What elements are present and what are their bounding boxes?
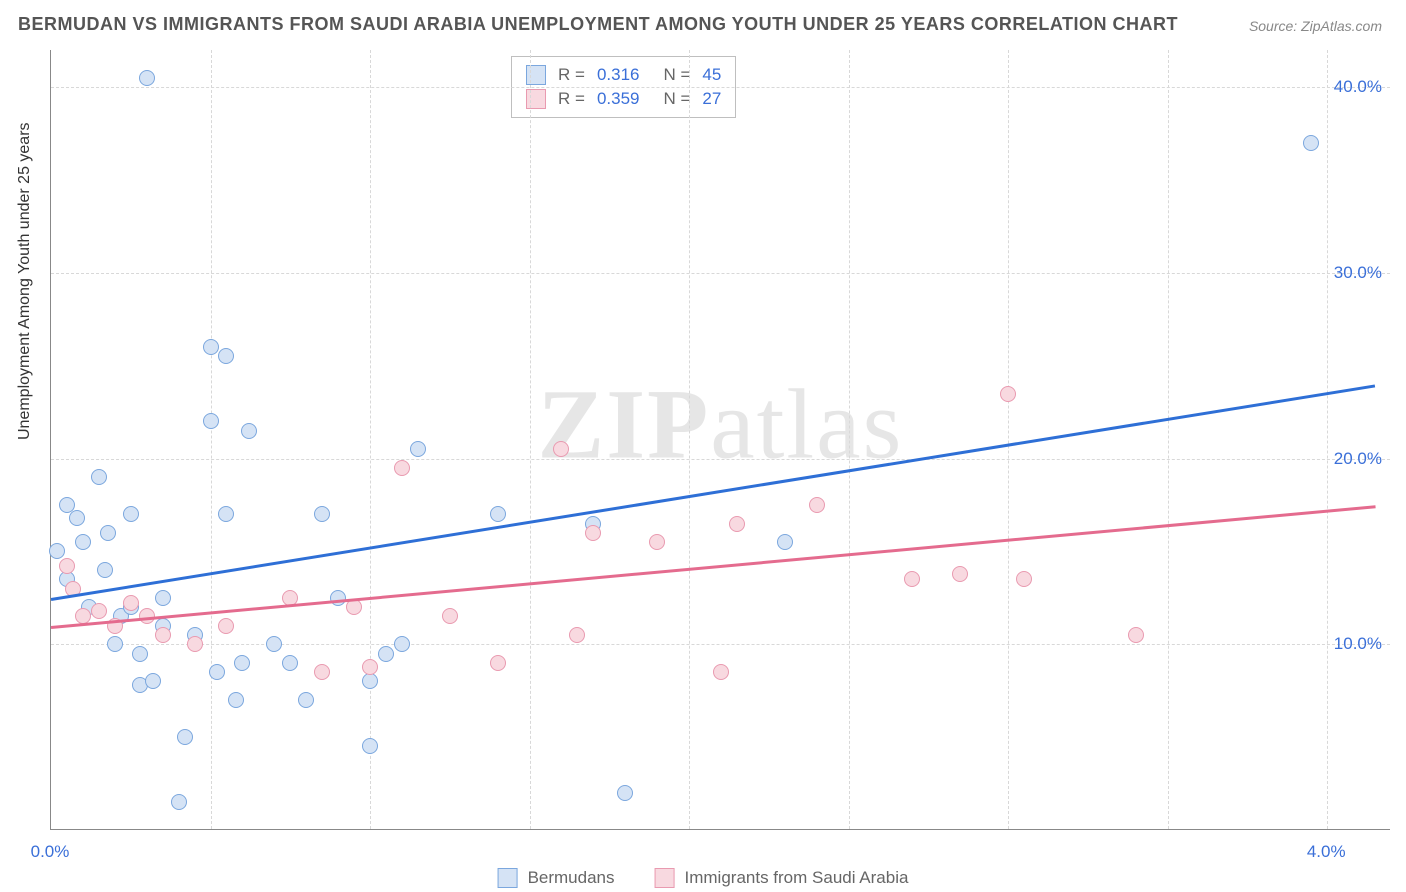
scatter-point	[1303, 135, 1319, 151]
legend-swatch	[498, 868, 518, 888]
scatter-point	[346, 599, 362, 615]
scatter-point	[69, 510, 85, 526]
gridline-horizontal	[51, 87, 1390, 88]
scatter-point	[155, 590, 171, 606]
x-tick-label: 0.0%	[31, 842, 70, 862]
scatter-point	[298, 692, 314, 708]
scatter-point	[585, 525, 601, 541]
scatter-point	[1000, 386, 1016, 402]
scatter-point	[155, 627, 171, 643]
scatter-point	[91, 469, 107, 485]
scatter-point	[378, 646, 394, 662]
scatter-point	[362, 673, 378, 689]
stat-n-value: 45	[702, 65, 721, 85]
scatter-point	[187, 636, 203, 652]
scatter-point	[234, 655, 250, 671]
scatter-point	[904, 571, 920, 587]
scatter-point	[49, 543, 65, 559]
source-attribution: Source: ZipAtlas.com	[1249, 18, 1382, 34]
stat-r-label: R =	[558, 89, 585, 109]
scatter-point	[171, 794, 187, 810]
scatter-point	[123, 595, 139, 611]
stat-n-value: 27	[702, 89, 721, 109]
gridline-vertical	[1008, 50, 1009, 829]
gridline-vertical	[370, 50, 371, 829]
stat-r-value: 0.316	[597, 65, 640, 85]
scatter-point	[777, 534, 793, 550]
scatter-point	[177, 729, 193, 745]
scatter-point	[218, 618, 234, 634]
scatter-plot-area: ZIPatlas R =0.316N =45R =0.359N =27 10.0…	[50, 50, 1390, 830]
scatter-point	[314, 664, 330, 680]
gridline-vertical	[1168, 50, 1169, 829]
legend-item: Immigrants from Saudi Arabia	[655, 868, 909, 888]
scatter-point	[266, 636, 282, 652]
scatter-point	[241, 423, 257, 439]
stats-legend-row: R = 0.316 N = 45	[526, 63, 721, 87]
scatter-point	[145, 673, 161, 689]
gridline-vertical	[689, 50, 690, 829]
scatter-point	[132, 646, 148, 662]
scatter-point	[569, 627, 585, 643]
gridline-horizontal	[51, 273, 1390, 274]
scatter-point	[1128, 627, 1144, 643]
scatter-point	[314, 506, 330, 522]
scatter-point	[362, 738, 378, 754]
scatter-point	[218, 506, 234, 522]
scatter-point	[97, 562, 113, 578]
y-tick-label: 20.0%	[1334, 449, 1382, 469]
scatter-point	[139, 70, 155, 86]
stat-n-label: N =	[663, 89, 690, 109]
scatter-point	[218, 348, 234, 364]
scatter-point	[362, 659, 378, 675]
scatter-point	[330, 590, 346, 606]
gridline-vertical	[530, 50, 531, 829]
scatter-point	[209, 664, 225, 680]
y-tick-label: 10.0%	[1334, 634, 1382, 654]
gridline-horizontal	[51, 459, 1390, 460]
scatter-point	[203, 339, 219, 355]
scatter-point	[952, 566, 968, 582]
scatter-point	[649, 534, 665, 550]
x-tick-label: 4.0%	[1307, 842, 1346, 862]
chart-title: BERMUDAN VS IMMIGRANTS FROM SAUDI ARABIA…	[18, 14, 1178, 35]
scatter-point	[617, 785, 633, 801]
y-axis-label: Unemployment Among Youth under 25 years	[16, 122, 34, 440]
legend-item: Bermudans	[498, 868, 615, 888]
scatter-point	[203, 413, 219, 429]
scatter-point	[490, 506, 506, 522]
gridline-vertical	[1327, 50, 1328, 829]
stat-r-value: 0.359	[597, 89, 640, 109]
scatter-point	[228, 692, 244, 708]
scatter-point	[91, 603, 107, 619]
scatter-point	[394, 636, 410, 652]
scatter-point	[394, 460, 410, 476]
gridline-vertical	[849, 50, 850, 829]
gridline-vertical	[211, 50, 212, 829]
scatter-point	[100, 525, 116, 541]
stat-n-label: N =	[663, 65, 690, 85]
scatter-point	[107, 636, 123, 652]
legend-label: Immigrants from Saudi Arabia	[685, 868, 909, 888]
scatter-point	[123, 506, 139, 522]
scatter-point	[729, 516, 745, 532]
scatter-point	[410, 441, 426, 457]
scatter-point	[442, 608, 458, 624]
scatter-point	[1016, 571, 1032, 587]
scatter-point	[809, 497, 825, 513]
series-legend: Bermudans Immigrants from Saudi Arabia	[498, 868, 909, 888]
stats-legend-row: R = 0.359 N = 27	[526, 87, 721, 111]
scatter-point	[59, 558, 75, 574]
scatter-point	[282, 655, 298, 671]
scatter-point	[713, 664, 729, 680]
stat-r-label: R =	[558, 65, 585, 85]
scatter-point	[490, 655, 506, 671]
gridline-horizontal	[51, 644, 1390, 645]
y-tick-label: 40.0%	[1334, 77, 1382, 97]
legend-swatch	[655, 868, 675, 888]
scatter-point	[553, 441, 569, 457]
y-tick-label: 30.0%	[1334, 263, 1382, 283]
scatter-point	[75, 534, 91, 550]
legend-label: Bermudans	[528, 868, 615, 888]
